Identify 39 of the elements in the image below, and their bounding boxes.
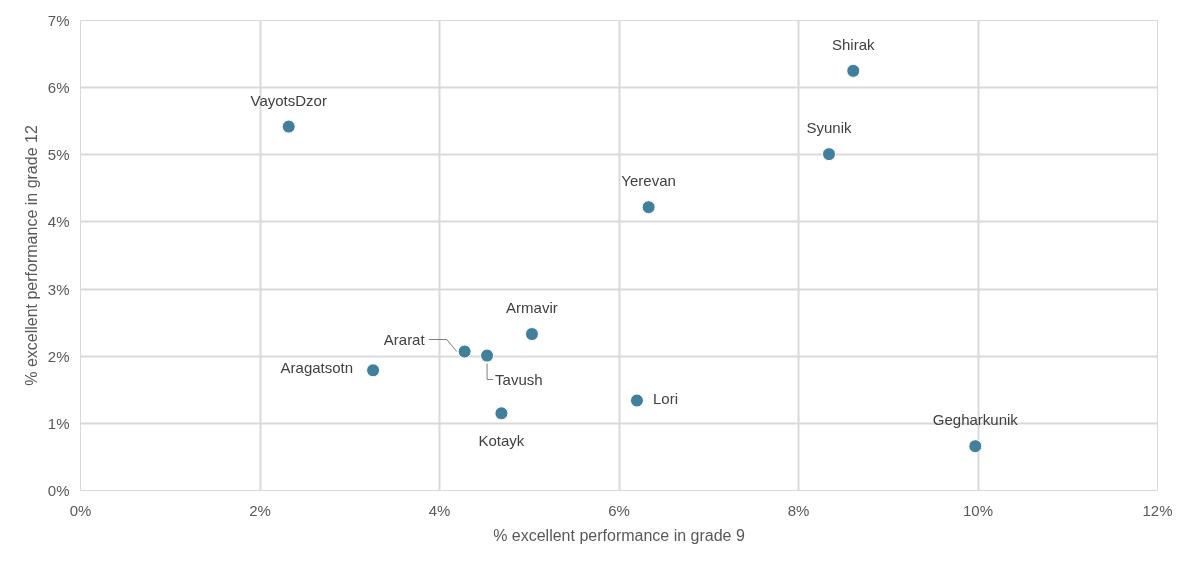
annotation: Aragatsotn (280, 359, 354, 377)
y-tick-label: 7% (47, 12, 70, 29)
annotation: Gegharkunik (932, 411, 1019, 429)
point (629, 393, 644, 408)
annotation: Armavir (506, 299, 558, 317)
x-tick-label: 0% (69, 501, 92, 519)
y-tick-label: 3% (47, 280, 70, 298)
x-axis-title: % excellent performance in grade 9 (493, 526, 745, 544)
annotation: Lori (652, 389, 678, 407)
x-tick-label: 8% (787, 501, 810, 519)
point (494, 406, 509, 421)
y-tick-label: 1% (47, 414, 70, 432)
y-tick-label: 2% (47, 347, 70, 365)
annotation: Ararat (383, 330, 426, 348)
x-tick-label: 6% (608, 501, 630, 519)
x-tick-label: 12% (1142, 501, 1173, 519)
point (641, 200, 656, 215)
y-tick-label: 6% (47, 79, 70, 97)
point (281, 119, 296, 134)
point (968, 439, 983, 454)
x-tick-label: 2% (249, 501, 271, 519)
y-tick-label: 0% (47, 482, 70, 499)
point (457, 344, 472, 359)
y-tick-label: 4% (47, 213, 70, 231)
y-axis-title: % excellent performance in grade 12 (22, 125, 40, 386)
annotation: Yerevan (621, 172, 676, 190)
annotation: VayotsDzor (250, 91, 327, 109)
x-tick-label: 10% (962, 501, 994, 519)
point (366, 363, 381, 378)
point (524, 327, 539, 342)
point (480, 348, 495, 363)
point (822, 147, 837, 162)
annotation: Kotayk (478, 432, 525, 450)
x-tick-label: 4% (428, 501, 451, 519)
annotation: Tavush (495, 370, 543, 388)
annotation: Syunik (806, 119, 853, 137)
annotation: Shirak (831, 35, 876, 53)
point (846, 63, 861, 78)
y-tick-label: 5% (47, 146, 70, 164)
